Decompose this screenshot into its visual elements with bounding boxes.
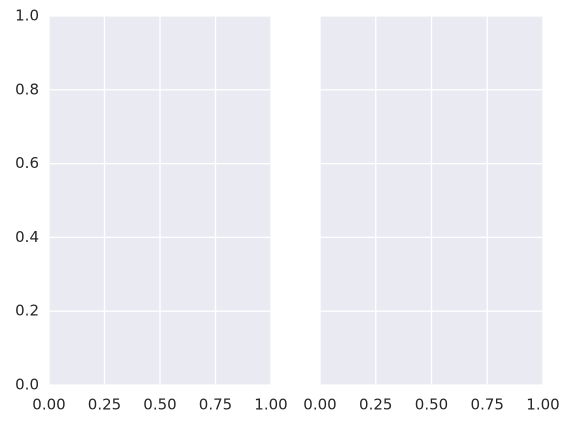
x-tick-label: 0.75	[471, 396, 504, 414]
x-tick-label: 0.25	[359, 396, 392, 414]
y-tick-label: 1.0	[15, 7, 39, 25]
x-tick-label: 0.25	[88, 396, 121, 414]
y-tick-label: 0.6	[15, 154, 39, 172]
y-tick-label: 0.0	[15, 376, 39, 394]
y-tick-label: 0.2	[15, 302, 39, 320]
x-tick-label: 0.00	[303, 396, 336, 414]
y-tick-label: 0.4	[15, 228, 39, 246]
x-tick-label: 0.75	[199, 396, 232, 414]
y-tick-label: 0.8	[15, 80, 39, 98]
x-tick-label: 1.00	[254, 396, 287, 414]
x-tick-label: 0.00	[32, 396, 65, 414]
x-tick-label: 0.50	[143, 396, 176, 414]
x-tick-label: 0.50	[415, 396, 448, 414]
x-tick-label: 1.00	[526, 396, 559, 414]
